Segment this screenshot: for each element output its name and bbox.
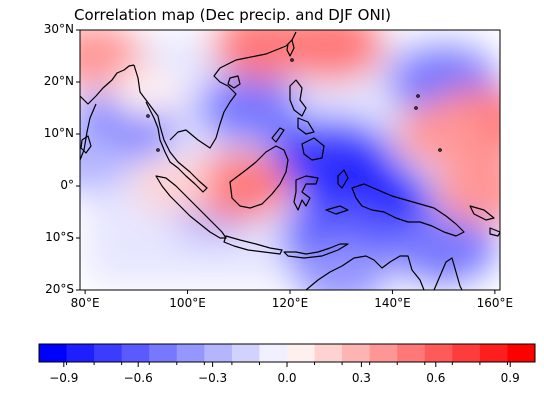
- field-anomaly-indian-ocean-west: [80, 128, 132, 192]
- colorbar-segment: [287, 344, 316, 362]
- coast-seram: [325, 205, 349, 215]
- axis-ticks: [76, 29, 496, 294]
- colorbar-segment: [149, 344, 178, 362]
- coast-new-guinea: [351, 183, 465, 237]
- colorbar-segment: [342, 344, 371, 362]
- lat-tick-label: 30°N: [43, 22, 74, 36]
- colorbar-segment: [369, 344, 398, 362]
- colorbar-segment: [314, 344, 343, 362]
- lat-tick-label: 0°: [60, 178, 74, 192]
- colorbar-segment: [397, 344, 426, 362]
- coast-sulawesi: [293, 175, 319, 211]
- lat-tick-label: 20°N: [43, 74, 74, 88]
- lon-tick-label: 160°E: [476, 296, 514, 310]
- coast-palawan: [271, 127, 285, 143]
- island-2: [156, 148, 160, 152]
- field-anomaly-pacific-band-west: [395, 101, 492, 167]
- coast-new-britain: [469, 205, 495, 221]
- lat-tick-label: 10°S: [45, 230, 74, 244]
- colorbar-tick-label: 0.6: [426, 371, 446, 385]
- map-title: Correlation map (Dec precip. and DJF ONI…: [74, 6, 391, 24]
- colorbar-segment: [66, 344, 95, 362]
- colorbar-segment: [452, 344, 481, 362]
- coast-sri-lanka: [80, 135, 92, 154]
- colorbar-tick-label: 0.3: [351, 371, 371, 385]
- coast-borneo: [229, 145, 289, 209]
- lon-tick-label: 100°E: [169, 296, 206, 310]
- colorbar-tick-label: −0.3: [198, 371, 228, 385]
- island-1: [146, 114, 150, 118]
- coast-australia-east: [433, 257, 463, 290]
- colorbar-segment: [94, 344, 123, 362]
- coast-taiwan: [286, 39, 295, 57]
- colorbar-segment: [231, 344, 260, 362]
- field-anomaly-taiwan-east: [276, 30, 385, 82]
- colorbar-segment: [507, 344, 536, 362]
- coast-india-south: [80, 96, 97, 161]
- colorbar-tick-label: −0.6: [123, 371, 153, 385]
- coast-australia: [305, 255, 425, 290]
- coast-java: [223, 235, 283, 255]
- field-anomaly-bay-of-bengal-north: [110, 67, 183, 118]
- colorbar-tick-label: −0.9: [49, 371, 79, 385]
- lon-tick-label: 80°E: [70, 296, 100, 310]
- coast-myanmar-malay: [133, 64, 208, 193]
- coast-mindanao: [301, 137, 325, 161]
- colorbar-segment: [204, 344, 233, 362]
- coast-luzon: [289, 79, 307, 117]
- correlation-map: [76, 29, 501, 294]
- colorbar-segment: [424, 344, 453, 362]
- coast-visayas: [297, 117, 315, 135]
- island-5: [438, 148, 442, 152]
- lon-tick-label: 120°E: [271, 296, 309, 310]
- coast-hainan: [227, 75, 241, 89]
- lat-tick-label: 10°N: [43, 126, 74, 140]
- colorbar-segment: [259, 344, 288, 362]
- coast-lesser-sunda: [283, 243, 349, 259]
- coastlines: [80, 31, 500, 290]
- lon-tick-label: 140°E: [374, 296, 411, 310]
- field-anomaly-equatorial-pacific-east: [434, 157, 500, 225]
- coast-halmahera: [337, 169, 349, 189]
- island-4: [414, 106, 418, 110]
- field-anomaly-sumatra-west: [132, 158, 213, 214]
- island-6: [290, 58, 294, 62]
- colorbar-segment: [39, 344, 68, 362]
- field-anomaly-south-china-sea: [197, 73, 302, 143]
- coast-sumatra: [155, 175, 227, 239]
- colorbar-segment: [176, 344, 205, 362]
- island-3: [416, 94, 420, 98]
- colorbar-ticks: [63, 362, 511, 367]
- field-anomaly-borneo-sw: [186, 151, 291, 221]
- field-anomaly-west-pacific-south: [389, 212, 498, 285]
- colorbar-segment: [479, 344, 508, 362]
- lat-tick-label: 20°S: [45, 282, 74, 296]
- colorbar-segment: [121, 344, 150, 362]
- coast-india: [80, 64, 135, 105]
- coast-solomon: [489, 227, 500, 237]
- colorbar-tick-label: 0.0: [277, 371, 297, 385]
- colorbar-tick-label: 0.9: [500, 371, 520, 385]
- coast-indochina: [169, 59, 237, 149]
